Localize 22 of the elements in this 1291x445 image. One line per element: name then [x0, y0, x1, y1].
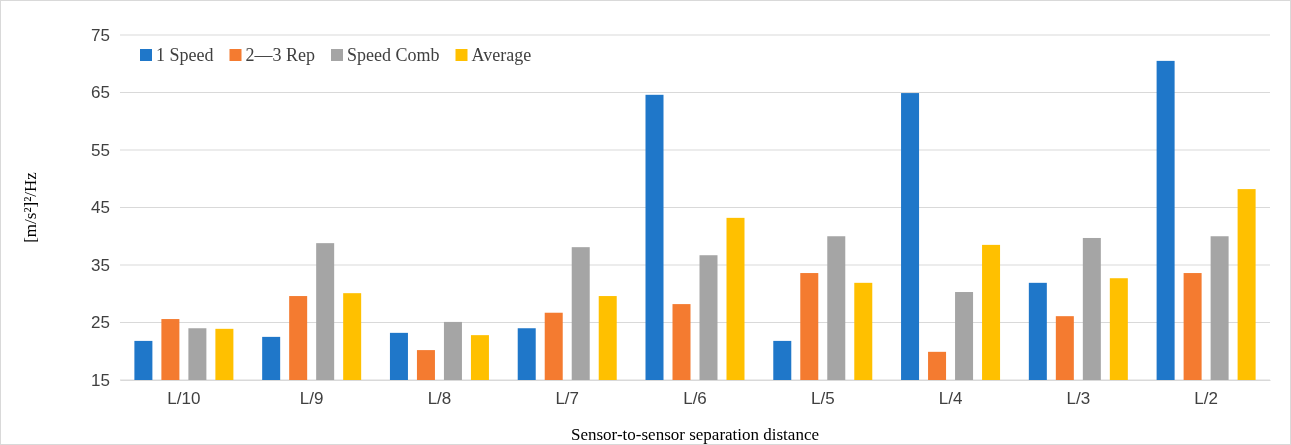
x-tick-label: L/3 [1066, 389, 1091, 409]
legend-label: 2—3 Rep [245, 45, 315, 65]
y-tick-label: 15 [91, 370, 110, 390]
x-tick-label: L/5 [810, 389, 835, 409]
y-tick-label: 45 [91, 198, 110, 218]
y-tick-label: 65 [91, 83, 110, 103]
x-tick-label: L/2 [1194, 389, 1218, 409]
legend-label: 1 Speed [156, 45, 214, 65]
y-tick-label: 75 [91, 25, 110, 45]
legend-label: Speed Comb [347, 45, 440, 65]
y-tick-label: 35 [91, 255, 110, 275]
y-axis-title: [m/s²]²/Hz [21, 171, 40, 243]
x-tick-label: L/7 [555, 389, 580, 409]
x-tick-label: L/4 [938, 389, 963, 409]
x-tick-label: L/6 [683, 389, 707, 409]
x-axis-title: Sensor-to-sensor separation distance [571, 425, 819, 444]
x-tick-label: L/8 [427, 389, 452, 409]
legend-label: Average [471, 45, 532, 65]
x-tick-label: L/9 [299, 389, 324, 409]
y-tick-label: 25 [91, 313, 110, 333]
x-tick-label: L/10 [167, 389, 201, 409]
y-tick-label: 55 [91, 140, 110, 160]
